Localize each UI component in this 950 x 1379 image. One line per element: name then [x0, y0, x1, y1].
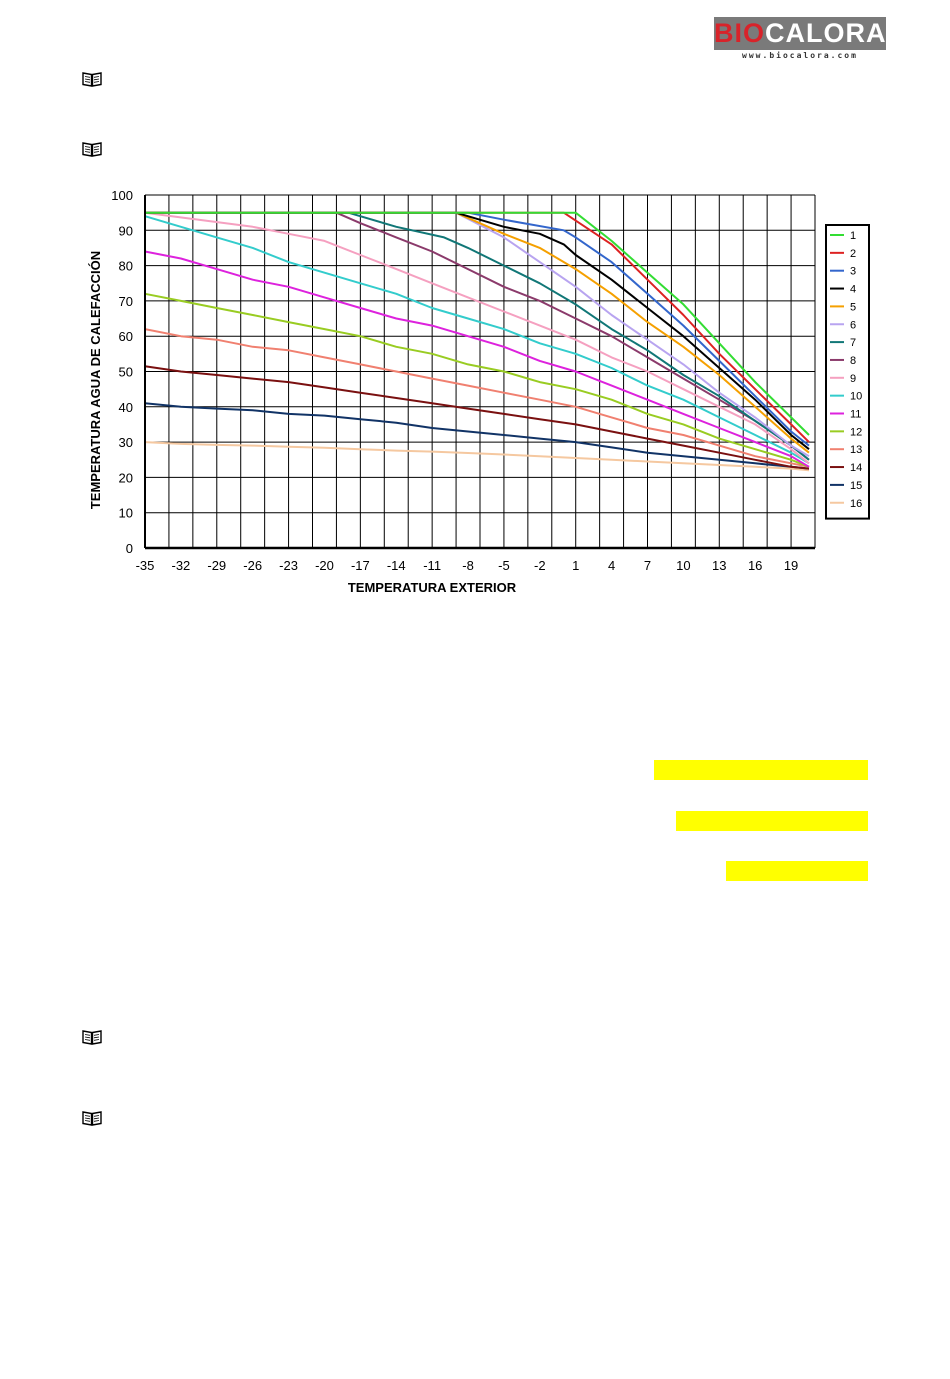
- series-line-10: [144, 215, 810, 465]
- legend-entry: 11: [850, 409, 861, 421]
- series-line-5: [145, 211, 810, 454]
- legend-entry: 8: [850, 355, 856, 367]
- legend-entry: 6: [850, 319, 856, 331]
- series-line-6: [145, 211, 810, 458]
- x-tick-label: -5: [498, 558, 510, 573]
- x-tick-label: -8: [462, 558, 474, 573]
- highlight-bar: [726, 861, 868, 881]
- x-tick-label: -14: [387, 558, 406, 573]
- book-icon: [82, 72, 102, 87]
- series-line-13: [144, 328, 810, 468]
- series-line-4: [145, 211, 810, 450]
- y-tick-label: 100: [111, 188, 133, 203]
- logo-background: [714, 17, 886, 50]
- legend-entry: 2: [850, 248, 856, 260]
- x-tick-label: -32: [171, 558, 190, 573]
- y-tick-label: 40: [119, 400, 133, 415]
- x-tick-label: 13: [712, 558, 726, 573]
- x-tick-label: 1: [572, 558, 579, 573]
- y-axis-label: TEMPERATURA AGUA DE CALEFACCIÓN: [88, 251, 103, 509]
- y-tick-label: 90: [119, 223, 133, 238]
- series-line-14: [144, 365, 810, 470]
- legend-entry: 4: [850, 284, 856, 296]
- chart-axes: [144, 195, 815, 550]
- series-line-12: [144, 292, 810, 468]
- logo-brand-prefix: BIO: [714, 18, 766, 48]
- logo-url: www.biocalora.com: [742, 51, 858, 60]
- legend-entry: 5: [850, 301, 856, 313]
- x-tick-label: 19: [784, 558, 798, 573]
- highlight-bar: [654, 760, 868, 780]
- legend-entry: 16: [850, 498, 862, 510]
- legend-entry: 10: [850, 391, 862, 403]
- y-tick-label: 10: [119, 506, 133, 521]
- y-tick-label: 80: [119, 259, 133, 274]
- biocalora-logo: BIOCALORA www.biocalora.com: [714, 17, 886, 60]
- x-tick-label: -11: [423, 558, 441, 573]
- series-line-15: [144, 402, 810, 470]
- legend-entry: 3: [850, 266, 856, 278]
- heating-curve-chart: -35 -32 -29 -26 -23 -20 -17 -14 -11 -8 -5 -2 1 4 7 10 13…: [88, 188, 870, 595]
- x-tick-label: -2: [534, 558, 546, 573]
- book-icon: [82, 1111, 102, 1126]
- x-tick-label: -29: [207, 558, 226, 573]
- series-line-1: [145, 211, 810, 436]
- x-tick-label: -20: [315, 558, 334, 573]
- legend-entry: 13: [850, 444, 862, 456]
- chart-tick-labels: -35 -32 -29 -26 -23 -20 -17 -14 -11 -8 -5 -2 1 4 7 10 13…: [111, 188, 798, 573]
- highlight-bar: [676, 811, 868, 831]
- series-line-8: [145, 211, 810, 461]
- y-tick-label: 30: [119, 435, 133, 450]
- series-line-11: [144, 250, 810, 468]
- y-tick-label: 60: [119, 329, 133, 344]
- x-tick-label: -17: [351, 558, 370, 573]
- series-line-9: [144, 211, 810, 465]
- x-tick-label: 10: [676, 558, 690, 573]
- legend-entry: 7: [850, 337, 856, 349]
- x-tick-label: 4: [608, 558, 615, 573]
- x-tick-label: -23: [279, 558, 298, 573]
- series-line-2: [145, 211, 810, 443]
- legend-box: [825, 224, 870, 520]
- x-tick-label: -35: [136, 558, 155, 573]
- book-icon: [82, 1030, 102, 1045]
- legend-entry: 14: [850, 462, 862, 474]
- x-tick-label: -26: [243, 558, 262, 573]
- legend-entry: 15: [850, 480, 862, 492]
- series-line-16: [144, 441, 810, 472]
- book-icon: [82, 142, 102, 157]
- x-tick-label: 16: [748, 558, 762, 573]
- legend-entry: 1: [850, 230, 856, 242]
- x-axis-label: TEMPERATURA EXTERIOR: [348, 580, 517, 595]
- logo-brand-suffix: CALORA: [765, 18, 887, 48]
- y-tick-label: 0: [126, 541, 133, 556]
- legend-entry: 9: [850, 373, 856, 385]
- series-line-3: [145, 211, 810, 447]
- y-tick-label: 70: [119, 294, 133, 309]
- logo-wordmark: BIOCALORA: [714, 17, 886, 50]
- x-tick-label: 7: [644, 558, 651, 573]
- legend-entry: 12: [850, 426, 862, 438]
- chart-series: [144, 211, 810, 472]
- series-line-7: [145, 211, 810, 461]
- y-tick-label: 20: [119, 470, 133, 485]
- y-tick-label: 50: [119, 365, 133, 380]
